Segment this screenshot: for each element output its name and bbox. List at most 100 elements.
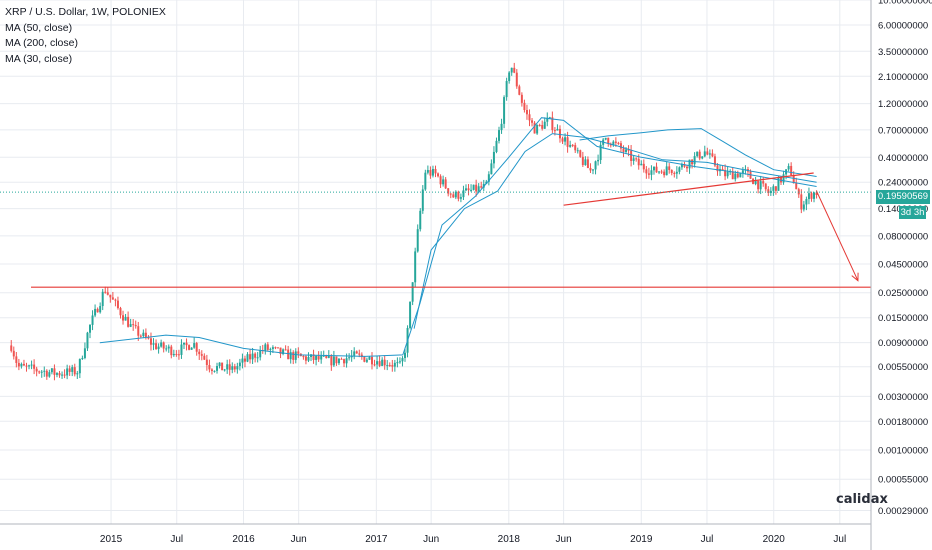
candle-body — [355, 351, 358, 354]
price-tick-label: 0.00100000 — [878, 446, 928, 457]
candle-body — [109, 294, 112, 298]
candle-body — [767, 189, 770, 193]
candle-body — [551, 117, 554, 131]
legend-ma-50[interactable]: MA (50, close) — [5, 21, 73, 34]
price-tick-label: 1.20000000 — [878, 99, 928, 110]
candle-body — [231, 366, 234, 370]
candle-body — [759, 181, 762, 190]
candle-body — [795, 183, 798, 190]
candle-body — [33, 364, 36, 369]
candle-body — [170, 346, 173, 356]
candle-body — [411, 282, 414, 302]
candle-body — [475, 184, 478, 192]
candle-body — [642, 163, 645, 170]
candle-body — [15, 356, 18, 363]
candle-body — [543, 121, 546, 129]
candle-body — [63, 374, 66, 376]
candle-body — [472, 184, 475, 190]
candle-body — [536, 124, 539, 134]
candle-body — [625, 149, 628, 152]
price-axis[interactable]: 10.00000000 6.00000000 3.50000000 2.1000000… — [878, 0, 932, 517]
candle-body — [724, 170, 727, 177]
candle-body — [76, 373, 79, 375]
candle-body — [673, 172, 676, 174]
candle-body — [312, 354, 315, 360]
candle-body — [734, 173, 737, 180]
price-tick-label: 0.40000000 — [878, 153, 928, 164]
candle-body — [640, 163, 643, 166]
candle-body — [122, 315, 125, 321]
candle-body — [302, 356, 305, 358]
candle-body — [627, 149, 630, 151]
forecast-arrow[interactable] — [816, 190, 859, 281]
candle-body — [421, 189, 424, 211]
candle-body — [510, 67, 513, 73]
candle-body — [721, 169, 724, 171]
candle-body — [137, 326, 140, 336]
candle-body — [81, 357, 84, 360]
candle-body — [546, 117, 549, 122]
candle-body — [365, 359, 368, 362]
candle-body — [335, 356, 338, 364]
candle-body — [764, 183, 767, 190]
candle-body — [772, 186, 775, 191]
candle-body — [449, 193, 452, 195]
price-tick-label: 3.50000000 — [878, 47, 928, 58]
candle-body — [802, 204, 805, 210]
candle-body — [777, 177, 780, 191]
candle-body — [731, 171, 734, 180]
legend-ma-200[interactable]: MA (200, close) — [5, 37, 78, 49]
candle-body — [38, 371, 41, 373]
legend-symbol[interactable]: XRP / U.S. Dollar, 1W, POLONIEX — [5, 6, 166, 18]
candle-body — [614, 141, 617, 143]
candle-body — [20, 363, 23, 367]
candle-body — [45, 370, 48, 377]
candle-body — [597, 159, 600, 162]
time-tick-label: 2015 — [100, 534, 123, 545]
time-tick-label: Jul — [833, 534, 846, 545]
candle-body — [388, 365, 391, 367]
candle-body — [457, 191, 460, 199]
candle-body — [343, 359, 346, 364]
candle-body — [142, 332, 145, 337]
candle-body — [119, 308, 122, 316]
candle-body — [444, 179, 447, 189]
time-tick-label: 2020 — [763, 534, 786, 545]
candle-body — [287, 349, 290, 360]
candle-body — [337, 358, 340, 364]
candle-body — [810, 193, 813, 199]
candle-body — [10, 345, 13, 351]
candle-body — [515, 72, 518, 87]
candle-body — [805, 199, 808, 205]
candle-body — [177, 354, 180, 356]
legend-ma-30[interactable]: MA (30, close) — [5, 52, 73, 65]
candle-body — [548, 117, 551, 119]
candle-body — [61, 374, 64, 376]
chart-legend: XRP / U.S. Dollar, 1W, POLONIEX MA (50, … — [5, 5, 166, 67]
time-axis[interactable]: 2015 Jul 2016 Jun 2017 Jun 2018 Jun 2019 Jul 2020 J… — [100, 534, 846, 545]
candle-body — [251, 353, 254, 360]
candle-body — [188, 345, 191, 350]
candle-body — [652, 166, 655, 171]
candle-body — [480, 186, 483, 188]
candle-body — [447, 188, 450, 194]
candle-body — [792, 175, 795, 184]
time-tick-label: 2018 — [498, 534, 521, 545]
candle-body — [55, 373, 58, 375]
candle-body — [452, 194, 455, 198]
candle-body — [531, 120, 534, 123]
candle-body — [686, 166, 689, 169]
price-tick-label: 0.00180000 — [878, 417, 928, 428]
candle-body — [127, 316, 130, 327]
candle-body — [238, 362, 241, 367]
candle-body — [401, 358, 404, 362]
candle-body — [155, 343, 158, 350]
candle-body — [426, 170, 429, 173]
candle-body — [104, 291, 107, 293]
candle-body — [584, 159, 587, 166]
candle-body — [571, 144, 574, 146]
trendline[interactable] — [563, 172, 814, 206]
candle-body — [35, 368, 38, 372]
candle-body — [264, 344, 267, 351]
